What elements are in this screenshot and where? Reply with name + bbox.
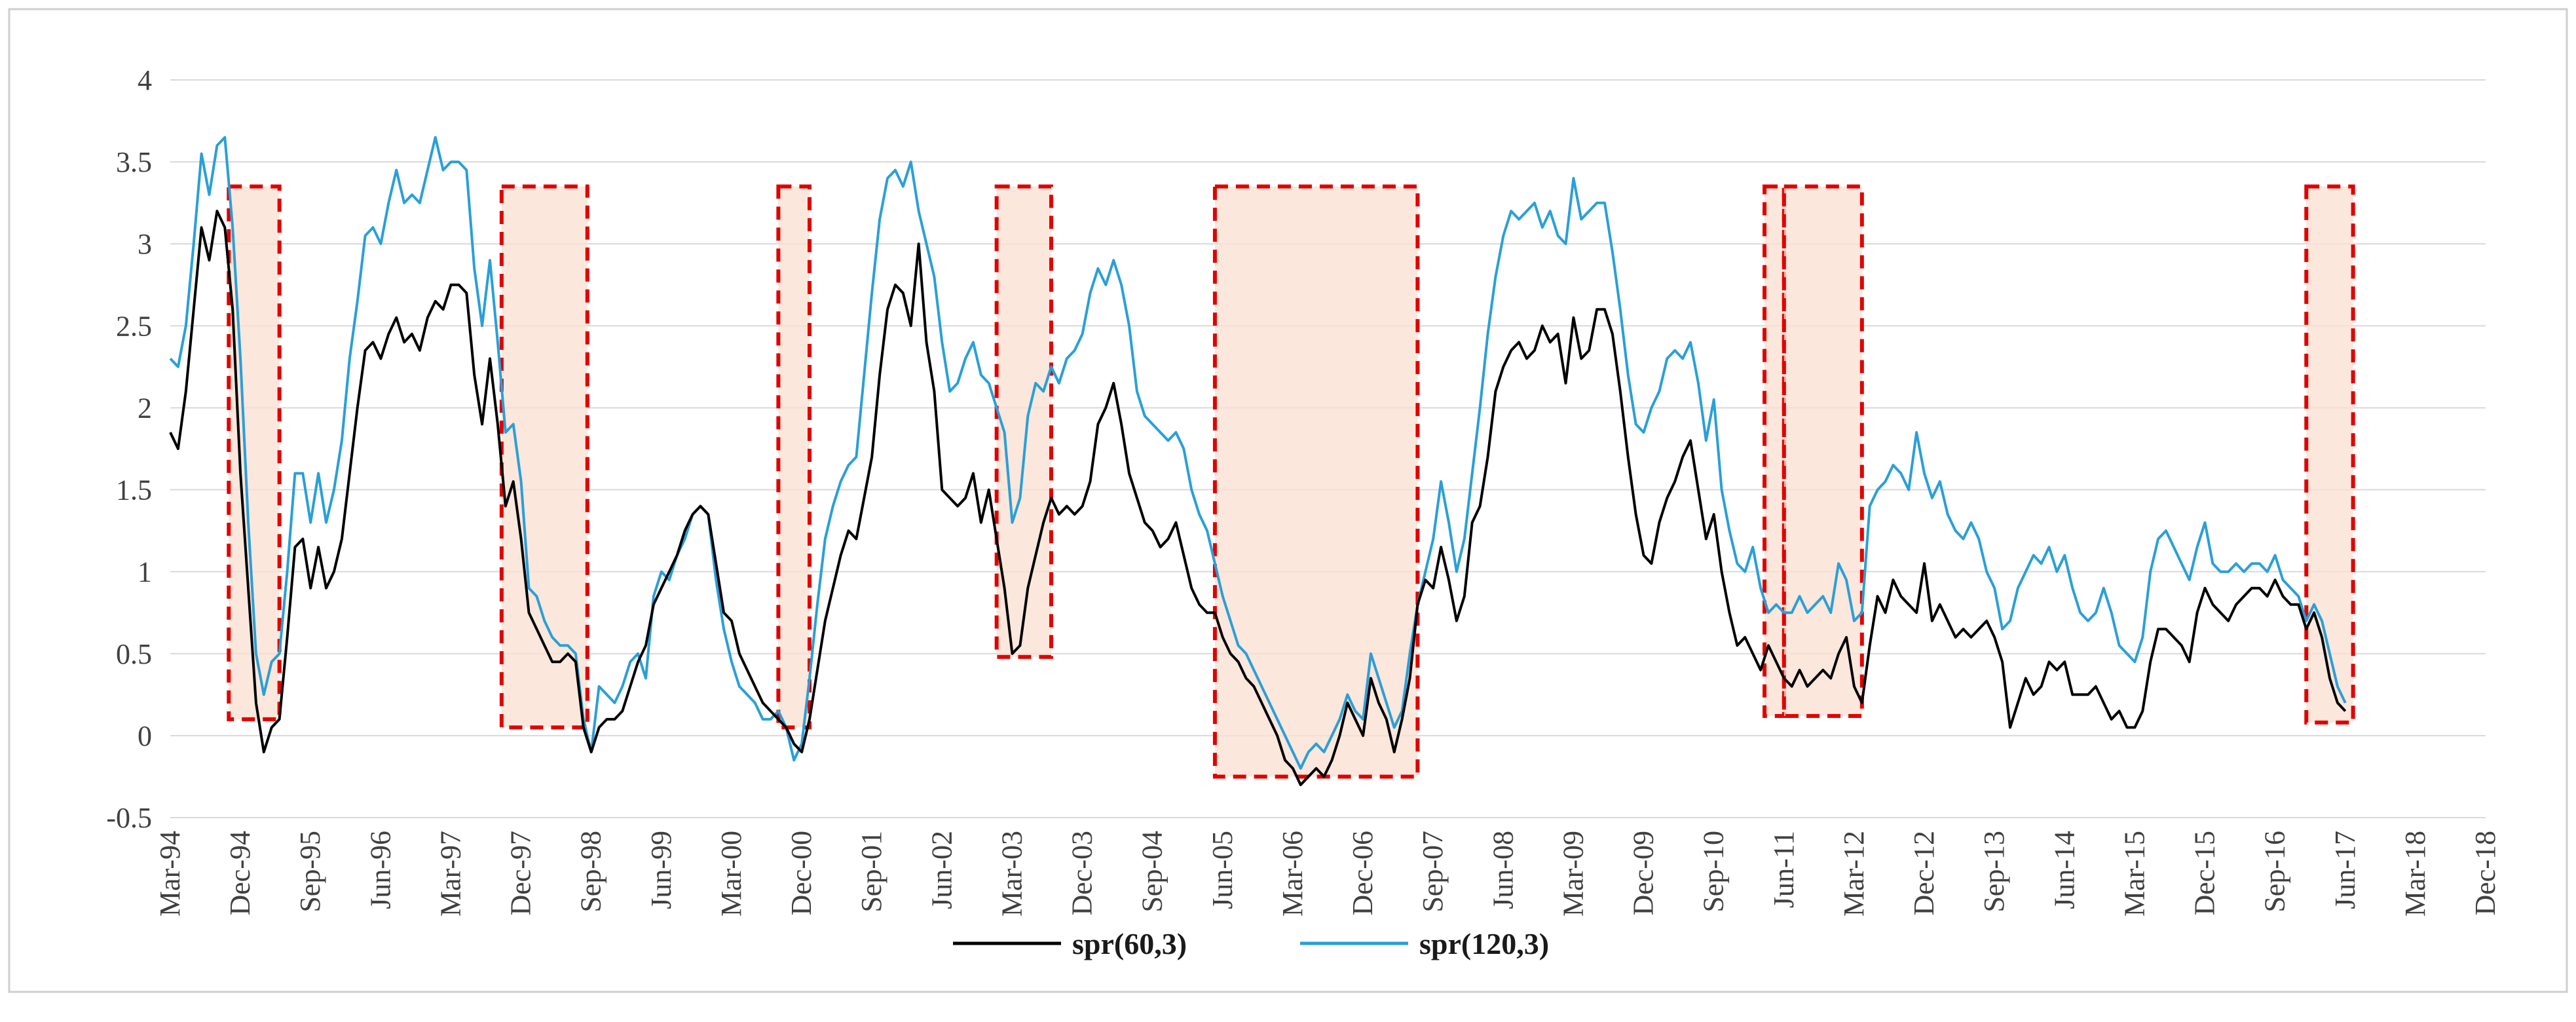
x-tick-label-10: Sep-01 (855, 831, 887, 913)
shaded-region-4 (1212, 184, 1420, 779)
x-axis-ticks: Mar-94 Dec-94 Sep-95 Jun-96 Mar-97 Dec-97 Sep-… (154, 831, 2501, 917)
y-tick-label-6: 2.5 (116, 310, 152, 342)
x-tick-label-2: Sep-95 (294, 831, 326, 913)
x-tick-label-26: Sep-13 (1978, 831, 2010, 913)
y-tick-label-7: 3 (138, 228, 152, 260)
x-tick-label-32: Mar-18 (2399, 831, 2431, 917)
y-axis-ticks: -0.5 0 0.5 1 1.5 2 2.5 3 3.5 4 (106, 64, 152, 834)
x-tick-label-28: Mar-15 (2118, 831, 2150, 917)
y-tick-label-4: 1.5 (116, 474, 152, 506)
y-tick-label-9: 4 (138, 64, 152, 96)
x-tick-label-7: Jun-99 (645, 831, 677, 909)
shaded-region-3 (994, 184, 1053, 659)
x-tick-label-25: Dec-12 (1908, 831, 1940, 916)
shaded-regions (227, 184, 2355, 779)
y-tick-label-8: 3.5 (116, 146, 152, 178)
x-tick-label-13: Dec-03 (1066, 831, 1098, 916)
shaded-region-7 (2304, 184, 2355, 725)
legend-label-series-0: spr(60,3) (1072, 927, 1187, 960)
x-tick-label-22: Sep-10 (1698, 831, 1730, 913)
x-tick-label-5: Dec-97 (505, 831, 537, 916)
y-tick-label-0: -0.5 (106, 802, 152, 834)
x-tick-label-20: Mar-09 (1557, 831, 1589, 917)
x-tick-label-15: Jun-05 (1206, 831, 1239, 909)
x-tick-label-16: Mar-06 (1277, 831, 1309, 917)
x-tick-label-12: Mar-03 (996, 831, 1028, 917)
gridlines (170, 79, 2486, 818)
x-tick-label-18: Sep-07 (1417, 831, 1449, 913)
x-tick-label-27: Jun-14 (2048, 831, 2080, 909)
y-tick-label-5: 2 (138, 392, 152, 424)
series-line-1 (169, 136, 2347, 770)
x-tick-label-3: Jun-96 (364, 831, 396, 909)
x-tick-label-9: Dec-00 (785, 831, 817, 916)
x-tick-label-4: Mar-97 (434, 831, 466, 917)
y-tick-label-1: 0 (138, 720, 152, 752)
x-tick-label-21: Dec-09 (1628, 831, 1660, 916)
shaded-region-1 (499, 184, 589, 730)
y-tick-label-3: 1 (138, 556, 152, 588)
x-tick-label-0: Mar-94 (154, 831, 186, 917)
x-tick-label-30: Sep-16 (2259, 831, 2291, 913)
x-tick-label-29: Dec-15 (2189, 831, 2221, 916)
series-line-0 (169, 210, 2347, 786)
x-tick-label-19: Jun-08 (1487, 831, 1519, 909)
x-tick-label-8: Mar-00 (715, 831, 747, 917)
shaded-region-5 (1763, 184, 1786, 718)
shaded-region-6 (1782, 184, 1864, 718)
y-tick-label-2: 0.5 (116, 638, 152, 670)
x-tick-label-17: Dec-06 (1347, 831, 1379, 916)
x-tick-label-23: Jun-11 (1768, 831, 1800, 908)
x-tick-label-14: Sep-04 (1136, 831, 1168, 913)
x-tick-label-11: Jun-02 (925, 831, 958, 909)
x-tick-label-6: Sep-98 (575, 831, 607, 913)
x-tick-label-33: Dec-18 (2469, 831, 2501, 916)
legend-label-series-1: spr(120,3) (1419, 927, 1549, 960)
legend: spr(60,3) spr(120,3) (953, 927, 1549, 960)
x-tick-label-31: Jun-17 (2329, 831, 2361, 909)
shaded-region-2 (776, 184, 812, 730)
series-lines (169, 136, 2347, 786)
x-tick-label-1: Dec-94 (224, 831, 256, 916)
x-tick-label-24: Mar-12 (1838, 831, 1870, 917)
